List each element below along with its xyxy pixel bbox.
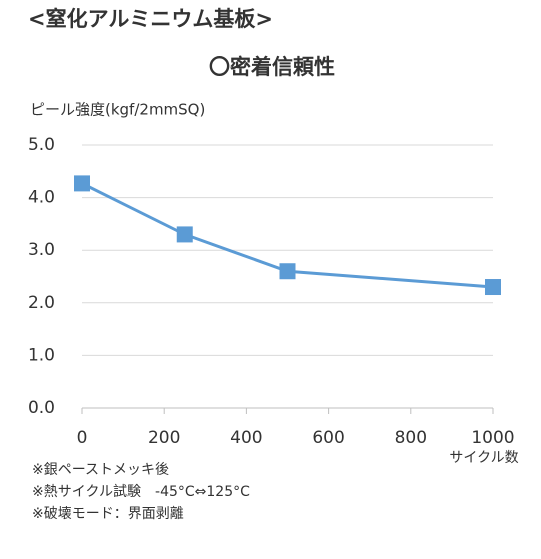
x-tick-label: 0	[77, 428, 88, 448]
heading: <窒化アルミニウム基板>	[28, 7, 273, 31]
marker	[176, 226, 193, 243]
marker	[74, 175, 90, 192]
x-tick-label: 400	[230, 428, 262, 448]
x-tick-label: 1000	[471, 428, 514, 448]
note: ※破壊モード：界面剥離	[32, 505, 184, 522]
x-axis-label: サイクル数	[449, 450, 518, 466]
y-tick-label: 4.0	[28, 188, 55, 208]
y-tick-label: 0.0	[28, 398, 55, 418]
y-axis-label: ピール強度(kgf/2mmSQ)	[30, 101, 205, 119]
x-tick-label: 600	[312, 428, 344, 448]
y-tick-label: 3.0	[28, 240, 55, 260]
y-tick-label: 2.0	[28, 293, 55, 313]
y-tick-label: 1.0	[28, 345, 55, 365]
note: ※銀ペーストメッキ後	[32, 462, 169, 478]
x-tick-label: 200	[148, 428, 180, 448]
x-tick-label: 800	[395, 428, 427, 448]
marker	[279, 263, 296, 280]
y-tick-label: 5.0	[28, 135, 55, 155]
marker	[485, 279, 501, 296]
series-line	[81, 182, 494, 289]
chart-title: 〇密着信頼性	[209, 55, 335, 79]
note: ※熱サイクル試験 -45°C⇔125°C	[32, 484, 250, 500]
